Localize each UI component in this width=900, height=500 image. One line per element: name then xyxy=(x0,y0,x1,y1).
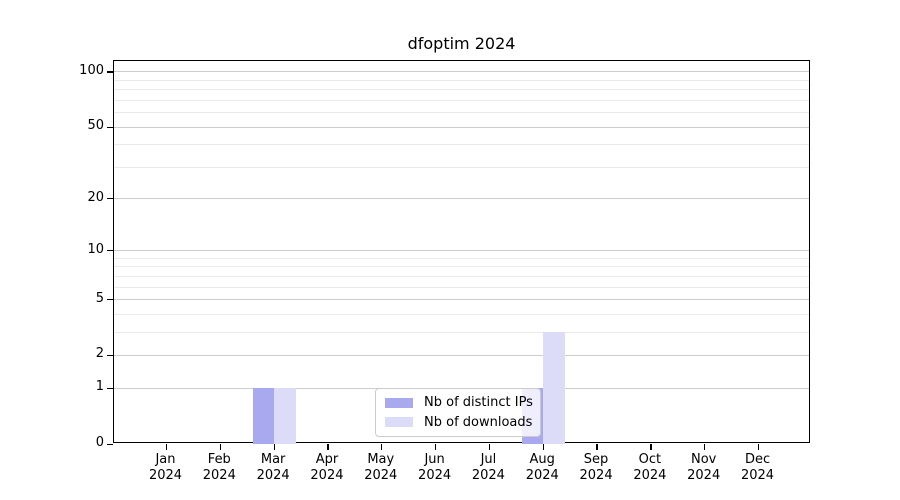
y-tick-label: 0 xyxy=(95,435,104,450)
y-tick-label: 10 xyxy=(87,241,104,257)
y-tick-label: 1 xyxy=(95,379,104,395)
gridline-major xyxy=(114,198,809,200)
gridline-minor xyxy=(114,89,809,91)
x-tick-label: Apr 2024 xyxy=(310,452,344,483)
x-tick-mark xyxy=(488,444,491,450)
y-tick-mark xyxy=(107,250,113,252)
x-tick-mark xyxy=(327,444,329,450)
x-tick-mark xyxy=(704,444,706,450)
legend: Nb of distinct IPs Nb of downloads xyxy=(375,388,541,437)
y-tick-label: 2 xyxy=(95,346,104,362)
bar-downloads-aug xyxy=(543,332,565,444)
x-tick-label: Jul 2024 xyxy=(471,452,505,483)
legend-label-distinct-ips: Nb of distinct IPs xyxy=(424,395,533,411)
gridline-minor xyxy=(114,275,809,277)
x-tick-mark xyxy=(165,444,168,450)
x-tick-mark xyxy=(435,444,437,450)
bar-distinct-ips-mar xyxy=(252,388,275,444)
gridline-minor xyxy=(114,331,809,333)
x-tick-label: Feb 2024 xyxy=(202,452,236,483)
bar-downloads-mar xyxy=(274,388,296,444)
x-tick-mark xyxy=(381,444,383,450)
y-tick-label: 100 xyxy=(79,62,104,78)
x-tick-label: Mar 2024 xyxy=(256,452,290,483)
gridline-minor xyxy=(114,144,809,146)
x-tick-label: Aug 2024 xyxy=(525,452,559,483)
y-tick-label: 50 xyxy=(87,118,104,134)
gridline-minor xyxy=(114,257,809,259)
gridline-minor xyxy=(114,286,809,288)
y-tick-mark xyxy=(107,387,113,389)
x-tick-mark xyxy=(757,444,760,450)
gridline-minor xyxy=(114,166,809,168)
gridline-major xyxy=(114,250,809,252)
gridline-major xyxy=(114,299,809,301)
chart-title: dfoptim 2024 xyxy=(407,34,516,53)
y-tick-mark xyxy=(107,354,113,357)
x-tick-label: Dec 2024 xyxy=(740,452,775,483)
x-tick-mark xyxy=(596,444,598,450)
plot-area xyxy=(107,60,810,450)
x-tick-mark xyxy=(273,444,275,450)
gridline-minor xyxy=(114,266,809,268)
legend-item-downloads: Nb of downloads xyxy=(385,415,540,430)
gridline-minor xyxy=(114,313,809,315)
gridline-major xyxy=(114,126,809,128)
gridline-major xyxy=(114,71,809,73)
x-tick-label: Sep 2024 xyxy=(579,452,613,483)
x-tick-label: May 2024 xyxy=(364,452,398,483)
gridline-minor xyxy=(114,112,809,114)
gridline-major xyxy=(114,354,809,356)
x-tick-label: Jan 2024 xyxy=(148,452,183,483)
y-tick-mark xyxy=(107,71,113,73)
gridline-minor xyxy=(114,79,809,81)
legend-swatch-downloads xyxy=(385,417,413,428)
y-tick-label: 5 xyxy=(95,290,104,306)
y-tick-mark xyxy=(107,198,113,200)
y-tick-mark xyxy=(107,443,113,445)
x-tick-mark xyxy=(650,444,652,450)
x-tick-mark xyxy=(219,444,222,450)
legend-label-downloads: Nb of downloads xyxy=(424,414,533,430)
y-tick-label: 20 xyxy=(87,189,104,205)
legend-swatch-distinct-ips xyxy=(385,397,413,408)
y-tick-mark xyxy=(107,126,113,128)
x-tick-mark xyxy=(542,444,544,450)
x-tick-label: Oct 2024 xyxy=(633,452,667,483)
y-tick-mark xyxy=(107,299,113,301)
gridline-minor xyxy=(114,99,809,101)
legend-item-distinct-ips: Nb of distinct IPs xyxy=(385,395,540,410)
x-tick-label: Jun 2024 xyxy=(418,452,452,483)
x-tick-label: Nov 2024 xyxy=(687,452,721,483)
